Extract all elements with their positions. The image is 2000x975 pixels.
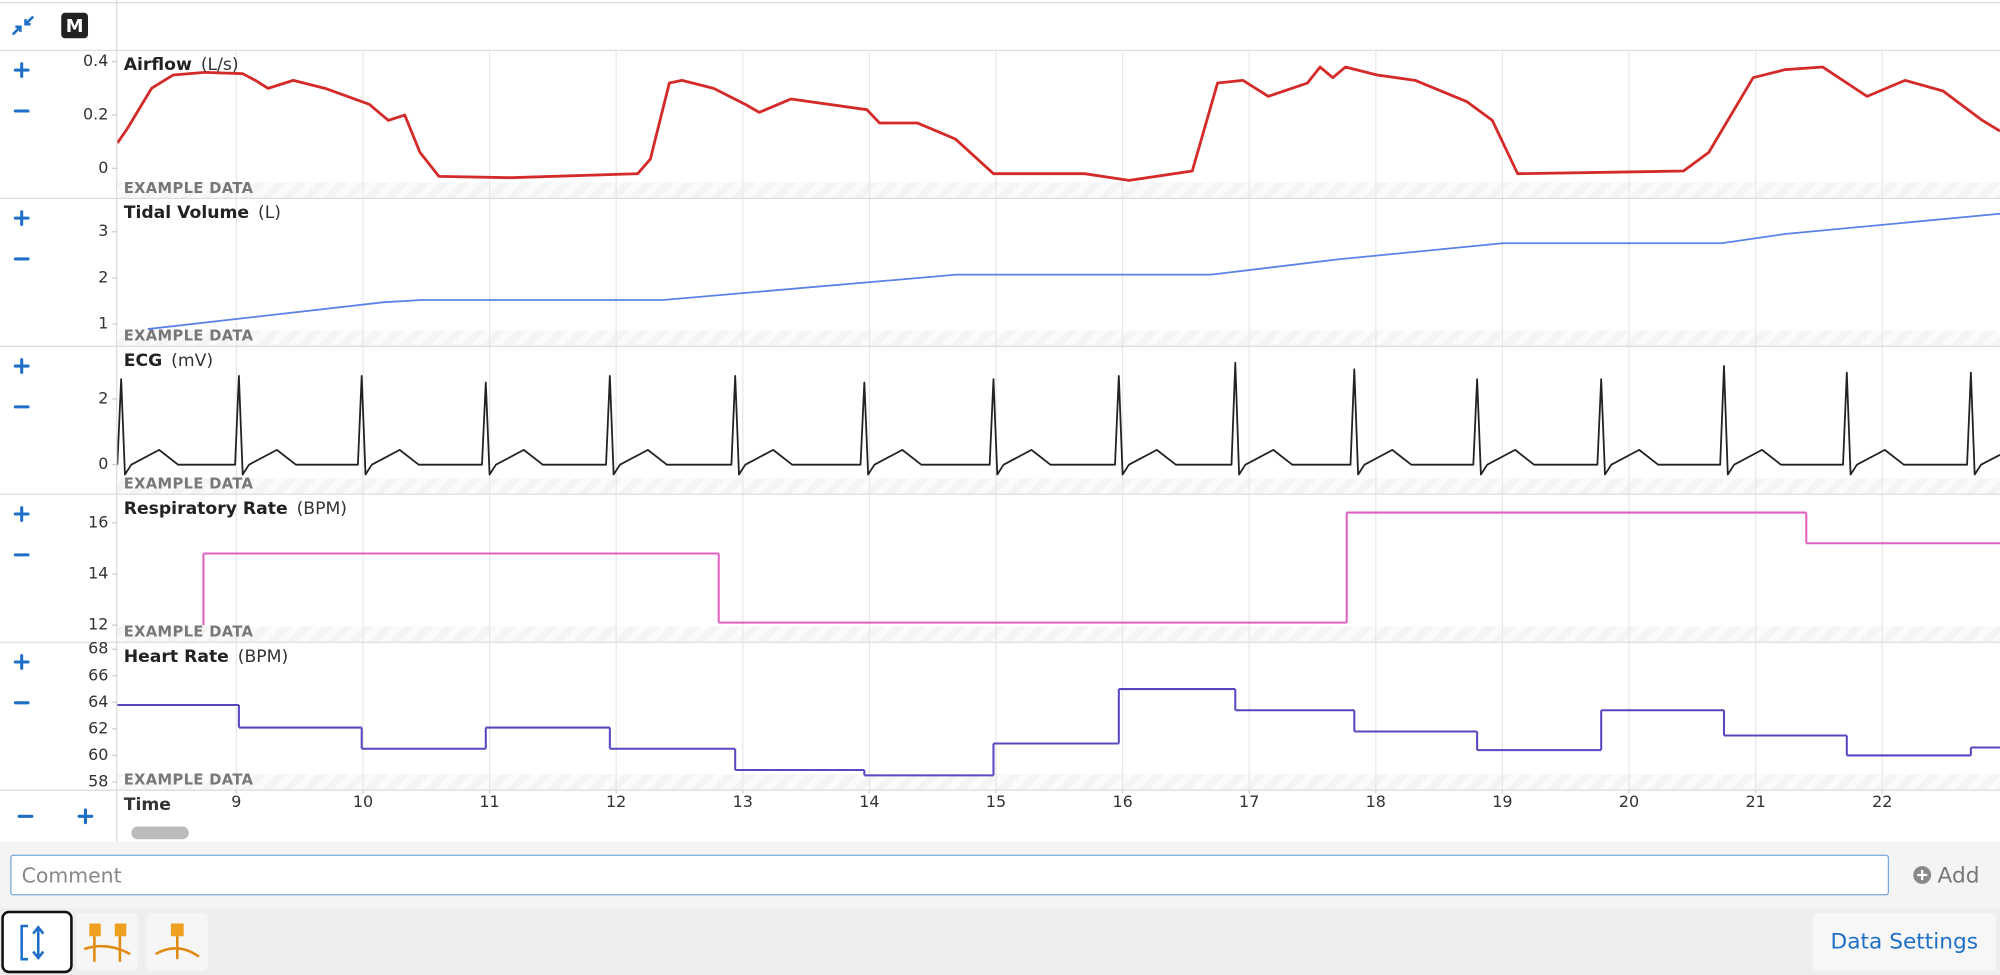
panel-unit: (BPM) xyxy=(297,499,347,519)
compress-button[interactable] xyxy=(11,15,35,36)
point-icon xyxy=(170,923,184,937)
example-data-label: EXAMPLE DATA xyxy=(124,476,254,493)
y-tick-label: 0.4 xyxy=(83,51,108,70)
y-tick-label: 60 xyxy=(88,745,108,764)
comment-input[interactable] xyxy=(10,854,1890,896)
x-tick-label: 16 xyxy=(1112,792,1132,811)
plot xyxy=(202,511,2000,626)
y-tick-label: 62 xyxy=(88,718,108,737)
range-icon-lines xyxy=(83,936,131,962)
y-tick-label: 0.2 xyxy=(83,105,108,124)
panel-unit: (BPM) xyxy=(238,647,288,667)
x-tick-label: 13 xyxy=(733,792,753,811)
comment-placeholder: Comment xyxy=(22,863,122,887)
data-settings-button[interactable]: Data Settings xyxy=(1812,913,1997,971)
example-data-label: EXAMPLE DATA xyxy=(124,624,254,641)
panels: 00.20.4 Airflow (L/s)EXAMPLE DATA123Tidal … xyxy=(0,51,2000,815)
y-tick-label: 3 xyxy=(98,221,108,240)
y-tick-label: 14 xyxy=(88,563,108,582)
point-tool[interactable] xyxy=(146,913,208,971)
x-tick-label: 14 xyxy=(859,792,879,811)
panel-unit: (mV) xyxy=(171,351,213,371)
data-settings-label: Data Settings xyxy=(1831,930,1979,955)
compress-icon xyxy=(11,15,35,36)
y-tick-label: 0 xyxy=(98,454,108,473)
y-tick-label: 16 xyxy=(88,512,108,531)
add-label: Add xyxy=(1938,863,1980,888)
x-tick-label: 11 xyxy=(479,792,499,811)
panel: 0 0.2 0.4 Airflow (L/s) EXAMPLE DATA xyxy=(0,51,2000,199)
plot xyxy=(117,688,2000,777)
example-data-label: EXAMPLE DATA xyxy=(124,180,254,197)
hatch-band xyxy=(117,182,2000,198)
x-axis-label: Time xyxy=(124,795,171,815)
x-tick-label: 20 xyxy=(1619,792,1639,811)
y-tick-label: 2 xyxy=(98,267,108,286)
x-tick-label: 22 xyxy=(1872,792,1892,811)
panel: 0 2 ECG (mV) EXAMPLE DATA xyxy=(0,346,2000,495)
scrollbar[interactable] xyxy=(131,826,189,840)
panel: 1 2 3 Tidal Volume (L) EXAMPLE DATA xyxy=(0,198,2000,347)
plot xyxy=(117,65,2000,182)
y-tick-label: 66 xyxy=(88,665,108,684)
series-line xyxy=(147,212,2000,330)
panel-title: Tidal Volume xyxy=(124,203,249,223)
series-line xyxy=(117,65,2000,182)
y-tick-label: 12 xyxy=(88,615,108,634)
zoom-in[interactable] xyxy=(13,210,30,227)
panel-title: Heart Rate xyxy=(124,647,229,667)
x-tick-label: 10 xyxy=(353,792,373,811)
x-tick-label: 21 xyxy=(1746,792,1766,811)
add-icon-cross xyxy=(1917,869,1928,881)
zoom-in[interactable] xyxy=(13,62,30,79)
footer xyxy=(0,908,2000,975)
time-zoom-in[interactable] xyxy=(77,808,94,825)
panel: 12 14 16 Respiratory Rate (BPM) EXAMPLE DATA xyxy=(0,494,2000,643)
mode-button[interactable]: M xyxy=(61,12,89,39)
hatch-band xyxy=(117,626,2000,642)
panel-title: ECG xyxy=(124,351,162,371)
plot xyxy=(147,212,2000,330)
add-button[interactable]: Add xyxy=(1913,863,1979,888)
panel-unit: (L/s) xyxy=(201,55,239,75)
mode-label: M xyxy=(66,16,84,37)
panel-title: Airflow xyxy=(124,55,192,75)
y-tick-label: 1 xyxy=(98,313,108,332)
x-tick-label: 9 xyxy=(231,792,241,811)
y-tick-label: 64 xyxy=(88,692,108,711)
y-tick-label: 0 xyxy=(98,158,108,177)
button-frame xyxy=(1812,913,1997,971)
scale-tool[interactable] xyxy=(1,910,73,974)
x-tick-label: 19 xyxy=(1492,792,1512,811)
hatch-band xyxy=(117,774,2000,790)
zoom-in[interactable] xyxy=(13,358,30,374)
plot xyxy=(117,361,2000,476)
example-data-label: EXAMPLE DATA xyxy=(124,328,254,345)
y-tick-label: 68 xyxy=(88,639,108,658)
hatch-band xyxy=(117,478,2000,494)
example-data-label: EXAMPLE DATA xyxy=(124,772,254,789)
range-icon xyxy=(89,923,127,937)
y-tick-label: 58 xyxy=(88,771,108,790)
mode-badge xyxy=(61,12,89,39)
panel: 58 60 62 64 66 68 Heart Rate (BPM) EXAMPLE DATA 9… xyxy=(13,639,2000,815)
zoom-in[interactable] xyxy=(13,506,30,522)
x-tick-label: 18 xyxy=(1366,792,1386,811)
hatch-band xyxy=(117,330,2000,346)
zoom-in[interactable] xyxy=(13,654,30,670)
series-line xyxy=(117,361,2000,476)
y-tick-label: 2 xyxy=(98,388,108,407)
chart-area xyxy=(0,0,2000,842)
panel-unit: (L) xyxy=(258,203,281,223)
tool-frame xyxy=(76,913,138,971)
scale-icon xyxy=(20,924,45,961)
x-tick-label: 15 xyxy=(986,792,1006,811)
point-icon-lines xyxy=(154,936,200,960)
x-tick-label: 17 xyxy=(1239,792,1259,811)
range-tool[interactable] xyxy=(76,913,138,971)
panel-title: Respiratory Rate xyxy=(124,499,288,519)
x-tick-label: 12 xyxy=(606,792,626,811)
